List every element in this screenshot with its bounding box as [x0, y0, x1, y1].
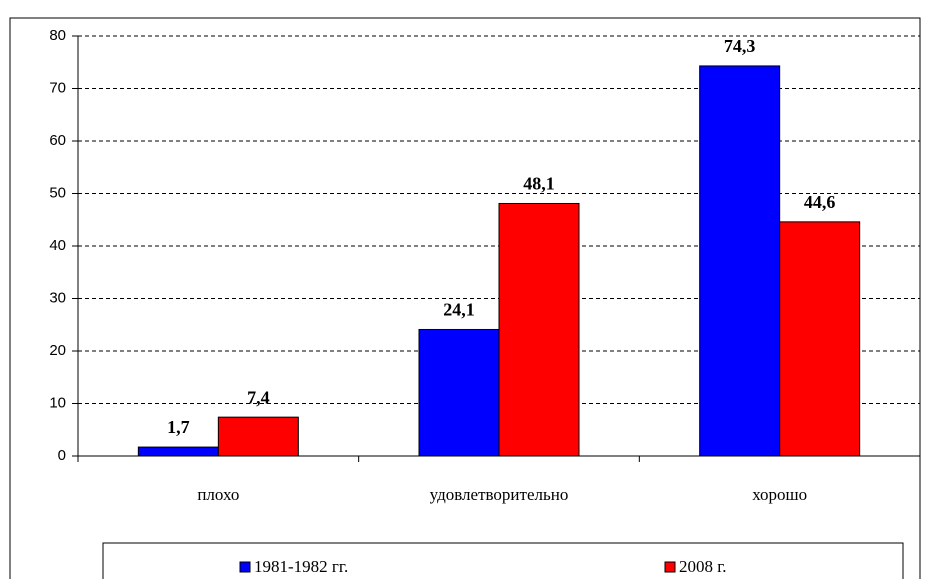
x-tick-label: хорошо	[752, 485, 807, 504]
bar	[217, 416, 299, 457]
y-tick-label: 40	[49, 237, 66, 254]
data-label: 74,3	[724, 36, 756, 56]
y-tick-label: 30	[49, 289, 66, 306]
x-tick-label: плохо	[197, 485, 239, 504]
bar	[699, 65, 781, 457]
legend-label: 1981-1982 гг.	[254, 557, 348, 576]
y-tick-label: 20	[49, 342, 66, 359]
y-tick-label: 80	[49, 27, 66, 44]
x-tick-label: удовлетворительно	[430, 485, 569, 504]
y-tick-label: 70	[49, 79, 66, 96]
data-label: 24,1	[443, 300, 475, 320]
y-tick-label: 50	[49, 184, 66, 201]
bar	[418, 328, 500, 457]
data-label: 1,7	[167, 417, 190, 437]
data-label: 7,4	[247, 387, 270, 407]
legend-swatch	[239, 561, 251, 573]
legend-label: 2008 г.	[679, 557, 727, 576]
y-tick-label: 10	[49, 394, 66, 411]
legend-swatch	[664, 561, 676, 573]
bar	[779, 221, 861, 457]
bar	[498, 202, 580, 457]
data-label: 48,1	[523, 174, 555, 194]
legend-box	[102, 542, 904, 579]
bar	[137, 446, 219, 457]
y-tick-label: 0	[58, 447, 66, 464]
y-tick-label: 60	[49, 132, 66, 149]
data-label: 44,6	[804, 192, 836, 212]
